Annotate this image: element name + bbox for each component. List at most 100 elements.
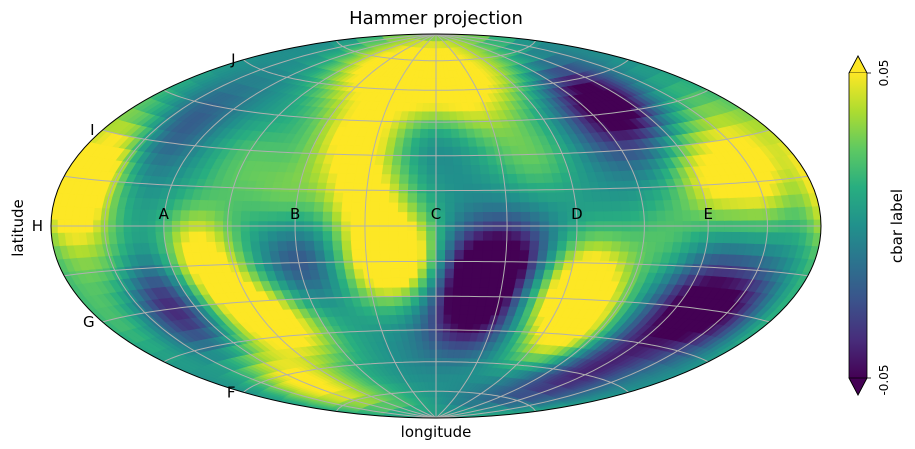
heatmap-cell <box>277 200 289 212</box>
heatmap-cell <box>394 136 405 147</box>
heatmap-cell <box>629 210 641 222</box>
heatmap-cell <box>443 295 454 306</box>
heatmap-cell <box>350 239 362 251</box>
heatmap-cell <box>592 200 604 212</box>
heatmap-cell <box>610 200 622 212</box>
colorbar-tick-max: 0.05 <box>877 60 891 87</box>
heatmap-cell <box>556 240 568 251</box>
heatmap-cell <box>341 230 352 241</box>
heatmap-cell <box>575 230 587 242</box>
heatmap-cell <box>509 249 521 260</box>
heatmap-cell <box>305 191 317 203</box>
heatmap-cell <box>351 249 363 260</box>
heatmap-cell <box>418 295 429 306</box>
heatmap-cell <box>538 240 550 251</box>
heatmap-cell <box>647 210 658 222</box>
heatmap-cell <box>408 277 419 288</box>
colorbar-gradient <box>849 73 867 378</box>
longitude-label: D <box>571 205 583 223</box>
heatmap-cell <box>431 62 437 71</box>
heatmap-cell <box>453 258 465 269</box>
heatmap-cell <box>664 230 675 243</box>
heatmap-cell <box>416 230 427 241</box>
heatmap-cell <box>188 231 199 243</box>
longitude-label: A <box>159 205 170 223</box>
heatmap-cell <box>389 173 401 184</box>
heatmap-cell <box>303 211 315 222</box>
heatmap-cell <box>528 191 540 203</box>
heatmap-cell <box>388 192 400 203</box>
heatmap-cell <box>419 305 429 315</box>
heatmap-cell <box>401 146 412 156</box>
heatmap-cell <box>410 295 420 306</box>
heatmap-cell <box>539 211 550 222</box>
heatmap-cell <box>435 249 446 260</box>
heatmap-cell <box>482 211 494 222</box>
heatmap-cell <box>394 305 405 316</box>
heatmap-cell <box>470 164 482 175</box>
heatmap-cell <box>398 183 409 194</box>
heatmap-cell <box>435 230 446 241</box>
heatmap-cell <box>471 268 483 279</box>
heatmap-cell <box>410 305 421 315</box>
heatmap-cell <box>454 230 465 241</box>
heatmap-cell <box>408 173 419 184</box>
heatmap-cell <box>425 77 432 87</box>
heatmap-cell <box>378 230 390 241</box>
heatmap-cell <box>428 322 437 333</box>
heatmap-cell <box>431 381 437 390</box>
heatmap-cell <box>473 201 484 213</box>
heatmap-cell <box>426 239 437 250</box>
heatmap-cell <box>656 230 667 243</box>
heatmap-cell <box>529 230 541 241</box>
heatmap-cell <box>537 191 549 203</box>
latitude-label: J <box>230 51 235 69</box>
heatmap-cell <box>180 209 191 222</box>
heatmap-cell <box>454 192 465 203</box>
heatmap-cell <box>332 249 344 261</box>
heatmap-cell <box>509 192 521 203</box>
heatmap-cell <box>325 259 337 270</box>
heatmap-cell <box>445 239 456 250</box>
heatmap-cell <box>656 209 667 222</box>
heatmap-cell <box>332 201 343 212</box>
heatmap-cell <box>482 230 494 241</box>
heatmap-cell <box>249 210 260 222</box>
heatmap-cell <box>482 249 493 260</box>
heatmap-cell <box>444 155 454 166</box>
heatmap-cell <box>268 240 280 252</box>
heatmap-cell <box>435 331 444 342</box>
colorbar-label: cbar label <box>888 189 906 263</box>
heatmap-cell <box>371 268 383 279</box>
heatmap-cell <box>410 137 421 147</box>
heatmap-cell <box>334 259 346 270</box>
heatmap-cell <box>379 192 390 203</box>
heatmap-cell <box>412 323 423 333</box>
heatmap-cell <box>417 268 428 279</box>
heatmap-cell <box>461 164 473 175</box>
heatmap-cell <box>250 240 262 252</box>
heatmap-cell <box>147 231 158 244</box>
heatmap-cell <box>426 173 437 184</box>
heatmap-cell <box>397 202 409 213</box>
heatmap-cell <box>401 296 412 306</box>
heatmap-cell <box>452 295 462 306</box>
heatmap-cell <box>369 201 381 212</box>
heatmap-cell <box>491 201 503 212</box>
heatmap-cell <box>197 209 208 222</box>
heatmap-cell <box>442 331 451 342</box>
heatmap-cell <box>435 268 446 279</box>
heatmap-cell <box>417 173 428 184</box>
heatmap-cell <box>428 340 437 350</box>
heatmap-cell <box>258 230 269 242</box>
heatmap-cell <box>369 230 380 241</box>
heatmap-cell <box>378 240 390 251</box>
heatmap-cell <box>519 201 531 212</box>
heatmap-cell <box>473 239 484 251</box>
heatmap-cell <box>325 182 337 193</box>
heatmap-cell <box>421 331 430 342</box>
heatmap-cell <box>566 230 578 242</box>
heatmap-cell <box>722 231 733 244</box>
heatmap-cell <box>294 230 306 242</box>
heatmap-cell <box>422 340 431 350</box>
